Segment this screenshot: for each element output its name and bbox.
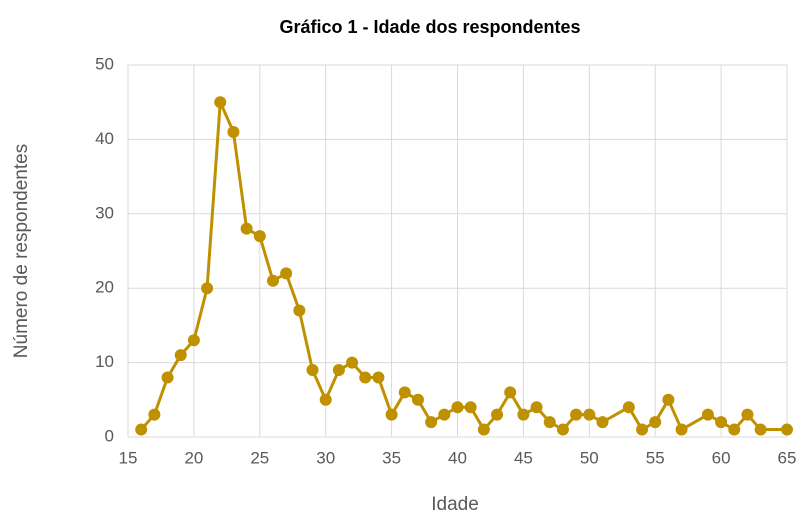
- data-point: [214, 96, 227, 109]
- data-point: [359, 371, 372, 384]
- data-point: [398, 386, 411, 399]
- data-point: [451, 401, 464, 414]
- data-point: [491, 408, 504, 421]
- y-tick-label: 30: [95, 203, 114, 222]
- data-point: [596, 416, 609, 429]
- y-tick-label: 50: [95, 54, 114, 73]
- data-line: [140, 100, 787, 432]
- data-point: [530, 401, 543, 414]
- x-tick-label: 50: [580, 448, 599, 467]
- data-point: [556, 423, 569, 436]
- data-point: [701, 408, 714, 421]
- chart-title: Gráfico 1 - Idade dos respondentes: [279, 17, 580, 37]
- data-point: [477, 423, 490, 436]
- data-point: [570, 408, 583, 421]
- data-point: [280, 267, 293, 280]
- data-point: [728, 423, 741, 436]
- y-tick-label: 20: [95, 278, 114, 297]
- x-tick-label: 30: [316, 448, 335, 467]
- data-point: [741, 408, 754, 421]
- x-tick-label: 25: [250, 448, 269, 467]
- data-point: [148, 408, 161, 421]
- data-point: [662, 393, 675, 406]
- x-tick-label: 55: [646, 448, 665, 467]
- data-point: [583, 408, 596, 421]
- data-point: [622, 401, 635, 414]
- data-point: [385, 408, 398, 421]
- data-point: [636, 423, 649, 436]
- data-point: [332, 364, 345, 377]
- data-point: [306, 364, 319, 377]
- data-point: [253, 230, 266, 243]
- data-point: [438, 408, 451, 421]
- data-point: [227, 125, 240, 138]
- data-point: [754, 423, 767, 436]
- data-point: [372, 371, 385, 384]
- x-tick-label: 40: [448, 448, 467, 467]
- data-point: [319, 393, 332, 406]
- data-point: [464, 401, 477, 414]
- data-point: [135, 423, 148, 436]
- x-tick-label: 65: [778, 448, 797, 467]
- data-point: [425, 416, 438, 429]
- x-tick-label: 15: [119, 448, 138, 467]
- data-point: [201, 282, 214, 295]
- data-point: [715, 416, 728, 429]
- data-point: [675, 423, 688, 436]
- x-axis-label: Idade: [431, 494, 479, 515]
- x-tick-label: 60: [712, 448, 731, 467]
- data-point: [174, 349, 187, 362]
- data-point: [649, 416, 662, 429]
- data-point: [266, 274, 279, 287]
- y-tick-label: 0: [105, 426, 114, 445]
- data-point: [517, 408, 530, 421]
- x-tick-label: 45: [514, 448, 533, 467]
- x-tick-label: 35: [382, 448, 401, 467]
- y-axis-label: Número de respondentes: [11, 144, 32, 358]
- data-point: [346, 356, 359, 369]
- x-tick-label: 20: [184, 448, 203, 467]
- data-point: [187, 334, 200, 347]
- data-point: [293, 304, 306, 317]
- y-tick-label: 10: [95, 352, 114, 371]
- data-point: [161, 371, 174, 384]
- data-point: [781, 423, 793, 436]
- y-tick-label: 40: [95, 129, 114, 148]
- data-point: [543, 416, 556, 429]
- data-point: [411, 393, 424, 406]
- data-point: [504, 386, 517, 399]
- data-point: [240, 222, 253, 235]
